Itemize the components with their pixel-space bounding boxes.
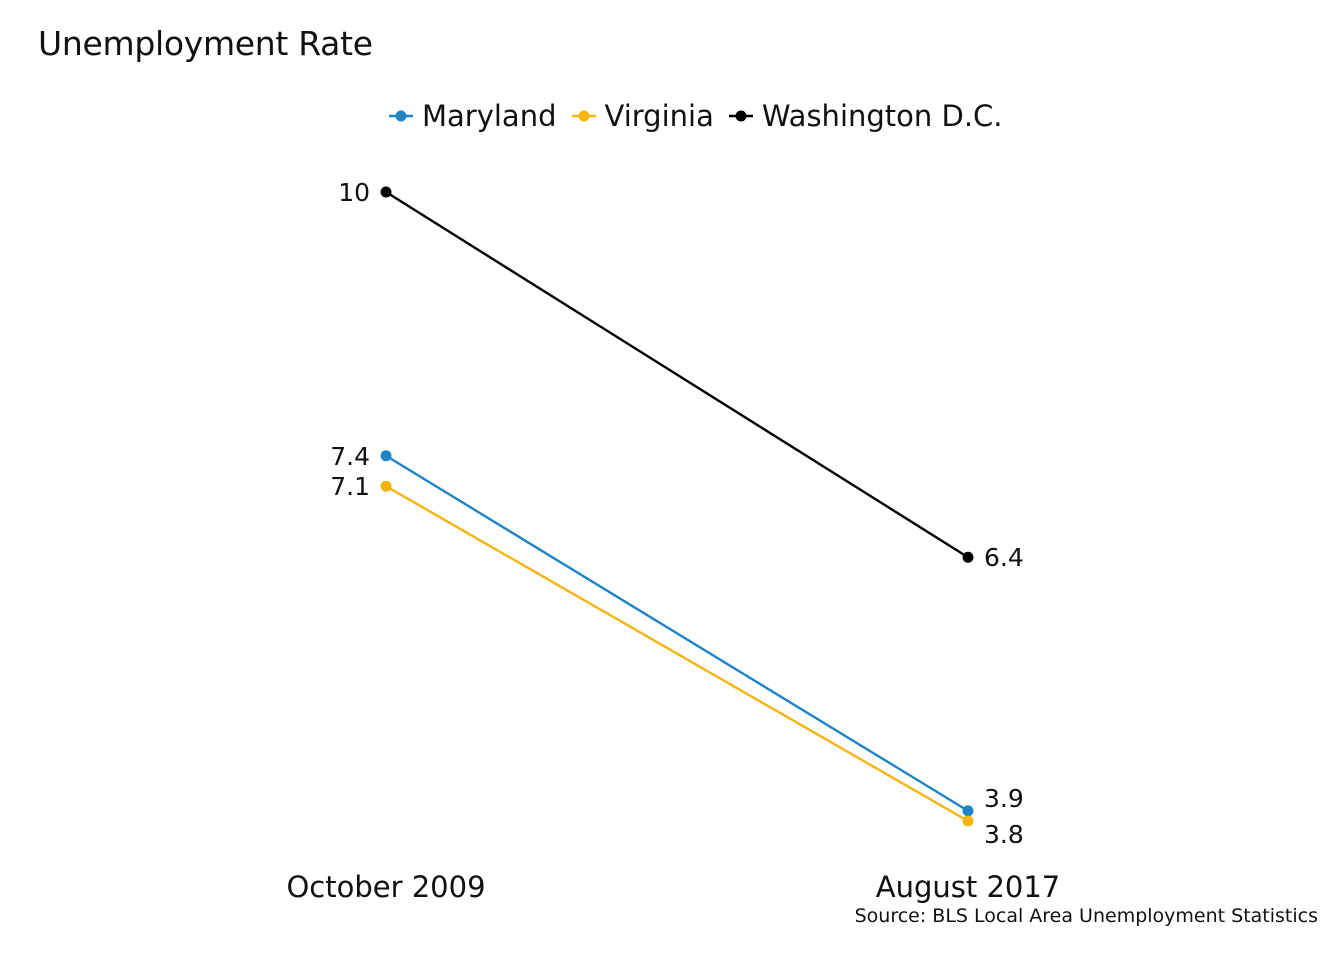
source-note: Source: BLS Local Area Unemployment Stat… bbox=[854, 905, 1318, 927]
point-maryland-start bbox=[380, 450, 392, 462]
legend-item-virginia: Virginia bbox=[571, 99, 714, 133]
legend-label-virginia: Virginia bbox=[604, 99, 714, 133]
legend-key-virginia bbox=[571, 110, 596, 122]
value-label-maryland-end: 3.9 bbox=[984, 784, 1024, 813]
series-line-maryland bbox=[384, 454, 970, 813]
x-tick-label-october-2009: October 2009 bbox=[286, 870, 485, 904]
value-label-washington-d-c-start: 10 bbox=[338, 178, 370, 207]
series-line-washington-d-c bbox=[384, 190, 970, 559]
value-label-washington-d-c-end: 6.4 bbox=[984, 543, 1024, 572]
x-tick-label-august-2017: August 2017 bbox=[876, 870, 1061, 904]
legend-label-washington-dc: Washington D.C. bbox=[761, 99, 1003, 133]
value-label-maryland-start: 7.4 bbox=[330, 442, 370, 471]
chart-title: Unemployment Rate bbox=[38, 24, 373, 63]
legend-label-maryland: Maryland bbox=[422, 99, 557, 133]
legend: Maryland Virginia Washington D.C. bbox=[388, 96, 1003, 136]
point-washington-d-c-start bbox=[380, 186, 392, 198]
point-virginia-start bbox=[380, 480, 392, 492]
legend-key-washington-dc bbox=[728, 110, 753, 122]
legend-item-maryland: Maryland bbox=[388, 99, 557, 133]
point-maryland-end bbox=[962, 805, 974, 817]
value-label-virginia-start: 7.1 bbox=[330, 472, 370, 501]
point-virginia-end bbox=[962, 815, 974, 827]
value-label-virginia-end: 3.8 bbox=[984, 820, 1024, 849]
point-washington-d-c-end bbox=[962, 551, 974, 563]
series-line-virginia bbox=[384, 485, 970, 823]
legend-key-maryland bbox=[389, 110, 413, 122]
legend-item-washington-dc: Washington D.C. bbox=[728, 99, 1003, 133]
